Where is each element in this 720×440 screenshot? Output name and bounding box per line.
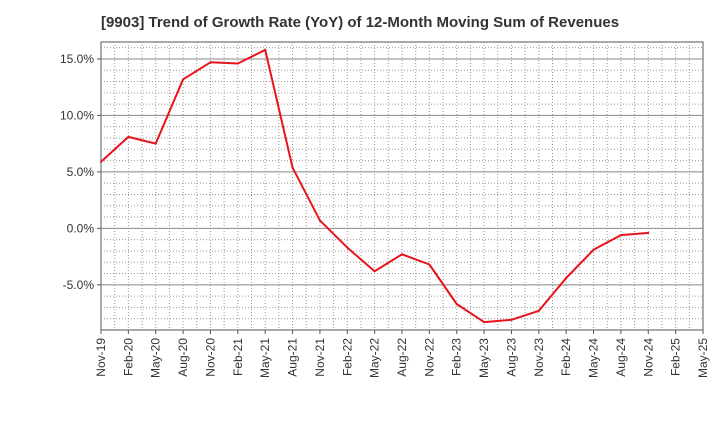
x-tick-label: Nov-23 — [532, 338, 546, 377]
x-tick-label: May-24 — [587, 338, 601, 378]
x-tick-label: May-25 — [696, 338, 710, 378]
y-tick-label: 15.0% — [60, 52, 94, 66]
x-tick-label: May-23 — [477, 338, 491, 378]
x-tick-label: Feb-20 — [121, 338, 135, 376]
data-point — [592, 248, 595, 251]
x-tick-label: Nov-24 — [641, 338, 655, 377]
data-point — [291, 166, 294, 169]
x-tick-label: Nov-19 — [94, 338, 108, 377]
x-tick-label: Feb-21 — [231, 338, 245, 376]
data-point — [619, 234, 622, 237]
y-tick-label: 5.0% — [67, 165, 95, 179]
data-point — [209, 61, 212, 64]
grid — [100, 41, 704, 331]
data-point — [182, 78, 185, 81]
data-point — [318, 219, 321, 222]
x-tick-label: Feb-22 — [340, 338, 354, 376]
data-point — [236, 62, 239, 65]
x-tick-label: Aug-20 — [176, 338, 190, 377]
data-point — [565, 277, 568, 280]
data-point — [428, 263, 431, 266]
data-point — [510, 318, 513, 321]
x-tick-label: Nov-20 — [203, 338, 217, 377]
data-point — [373, 270, 376, 273]
x-tick-label: Feb-25 — [669, 338, 683, 376]
x-tick-label: Nov-21 — [313, 338, 327, 377]
x-tick-label: Feb-23 — [450, 338, 464, 376]
series-layer — [100, 48, 650, 324]
axis-ticks: 15.0% 10.0% 5.0% 0.0% -5.0% Nov-19 Feb-20 May-2… — [60, 52, 710, 378]
x-tick-label: Nov-22 — [422, 338, 436, 377]
x-tick-label: Aug-22 — [395, 338, 409, 377]
data-point — [127, 135, 130, 138]
x-tick-label: Feb-24 — [559, 338, 573, 376]
x-tick-label: May-21 — [258, 338, 272, 378]
data-point — [100, 160, 102, 163]
data-point — [647, 231, 650, 234]
x-tick-label: May-20 — [149, 338, 163, 378]
chart-title: [9903] Trend of Growth Rate (YoY) of 12-… — [100, 14, 620, 31]
data-point — [537, 309, 540, 312]
x-tick-label: Aug-24 — [614, 338, 628, 377]
data-point — [455, 303, 458, 306]
y-tick-label: 0.0% — [67, 221, 95, 235]
x-tick-label: Aug-21 — [286, 338, 300, 377]
y-tick-label: -5.0% — [63, 278, 95, 292]
x-tick-label: May-22 — [368, 338, 382, 378]
x-tick-label: Aug-23 — [504, 338, 518, 377]
data-point — [154, 142, 157, 145]
data-point — [483, 321, 486, 324]
data-point — [346, 246, 349, 249]
y-tick-label: 10.0% — [60, 108, 94, 122]
data-point — [401, 253, 403, 256]
data-point — [264, 48, 267, 51]
